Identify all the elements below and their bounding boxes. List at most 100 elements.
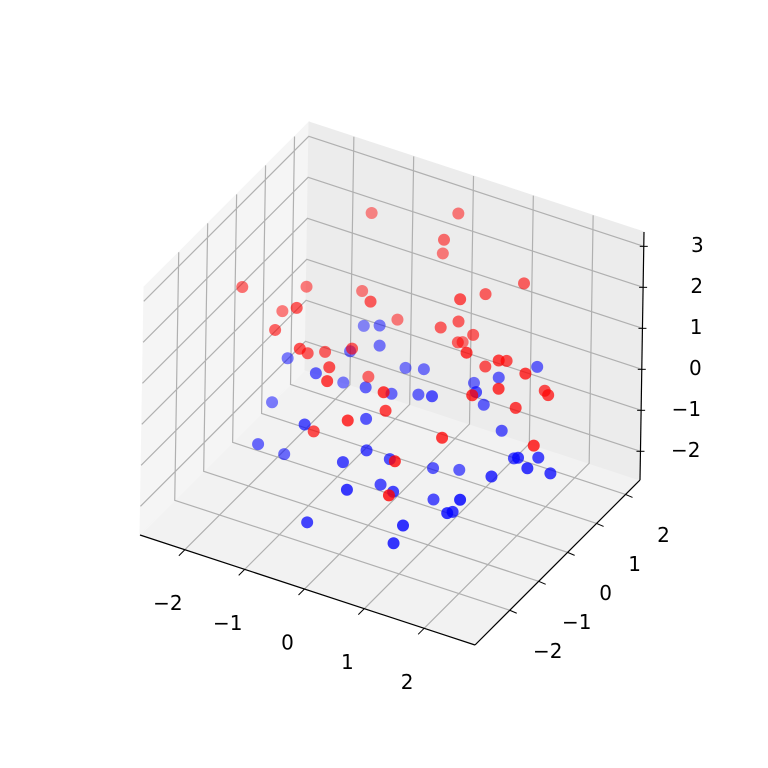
point	[453, 463, 466, 476]
grid-line	[184, 136, 355, 551]
point	[412, 388, 425, 401]
x-tick	[417, 627, 425, 635]
point	[518, 277, 531, 290]
grid-line	[174, 252, 510, 611]
point	[360, 412, 373, 425]
point	[276, 305, 289, 318]
point	[252, 438, 265, 451]
point	[425, 390, 438, 403]
point	[492, 371, 505, 384]
point	[527, 439, 540, 452]
point	[436, 247, 449, 260]
grid-line	[304, 176, 475, 590]
point	[436, 431, 449, 444]
grid-line	[260, 165, 597, 524]
y-tick-label: 1	[628, 552, 641, 576]
point	[467, 376, 480, 389]
point	[236, 281, 249, 294]
grid-line	[244, 156, 415, 570]
y-tick	[567, 551, 575, 556]
x-tick	[238, 569, 246, 576]
grid-line	[423, 215, 594, 629]
grid-line	[140, 340, 641, 507]
x-tick	[357, 608, 365, 616]
point	[300, 280, 313, 293]
point	[373, 319, 386, 332]
point	[391, 313, 404, 326]
point	[362, 370, 375, 383]
point	[454, 493, 467, 506]
point	[452, 315, 465, 328]
z-axis	[639, 231, 645, 481]
y-tick	[538, 580, 546, 585]
y-tick-label: −2	[533, 639, 562, 663]
z-tick-label: 2	[690, 274, 703, 298]
point	[323, 361, 336, 374]
point	[454, 293, 467, 306]
point	[500, 354, 513, 367]
y-tick-label: 2	[657, 523, 670, 547]
point	[307, 425, 320, 438]
point	[374, 478, 387, 491]
point	[388, 455, 401, 468]
point	[479, 360, 492, 373]
grid-line	[141, 258, 642, 425]
point	[359, 381, 372, 394]
point	[521, 462, 534, 475]
x-axis	[139, 534, 476, 646]
point	[467, 328, 480, 341]
point	[301, 347, 314, 360]
x-tick-label: −1	[213, 611, 242, 635]
point	[365, 207, 378, 220]
point	[281, 352, 294, 365]
point	[479, 288, 492, 301]
point	[336, 456, 349, 469]
point	[356, 284, 369, 297]
z-tick-label: 3	[691, 233, 704, 257]
y-tick-label: −1	[562, 610, 591, 634]
point	[364, 295, 377, 308]
x-tick	[178, 549, 186, 557]
point	[460, 346, 473, 359]
point	[434, 321, 447, 334]
x-tick	[298, 588, 305, 596]
point	[417, 363, 430, 376]
point	[495, 424, 508, 437]
point	[387, 537, 400, 550]
y-tick	[509, 609, 517, 614]
grid-line	[142, 176, 644, 343]
grid-line	[203, 223, 539, 582]
x-tick-label: 1	[341, 650, 354, 674]
x-tick-label: 2	[401, 670, 414, 694]
point	[492, 382, 505, 395]
z-tick-label: −1	[672, 397, 701, 421]
y-axis	[474, 479, 641, 646]
point	[290, 301, 303, 314]
x-tick-label: 0	[281, 631, 294, 655]
point	[379, 404, 392, 417]
point	[340, 483, 353, 496]
point	[437, 233, 450, 246]
z-tick-label: 0	[689, 356, 702, 380]
point	[373, 339, 386, 352]
point	[532, 451, 545, 464]
y-tick-label: 0	[599, 581, 612, 605]
x-tick-label: −2	[153, 591, 182, 615]
point	[485, 470, 498, 483]
point	[446, 505, 459, 518]
point	[298, 418, 311, 431]
point	[360, 444, 373, 457]
point	[452, 207, 465, 220]
point	[427, 493, 440, 506]
point	[278, 448, 291, 461]
point	[519, 367, 532, 380]
grid-line	[142, 217, 643, 384]
point	[397, 519, 410, 532]
y-tick	[625, 494, 633, 498]
point	[309, 367, 322, 380]
point	[341, 414, 354, 427]
point	[509, 401, 522, 414]
point	[451, 336, 464, 349]
z-tick-label: 1	[690, 315, 703, 339]
